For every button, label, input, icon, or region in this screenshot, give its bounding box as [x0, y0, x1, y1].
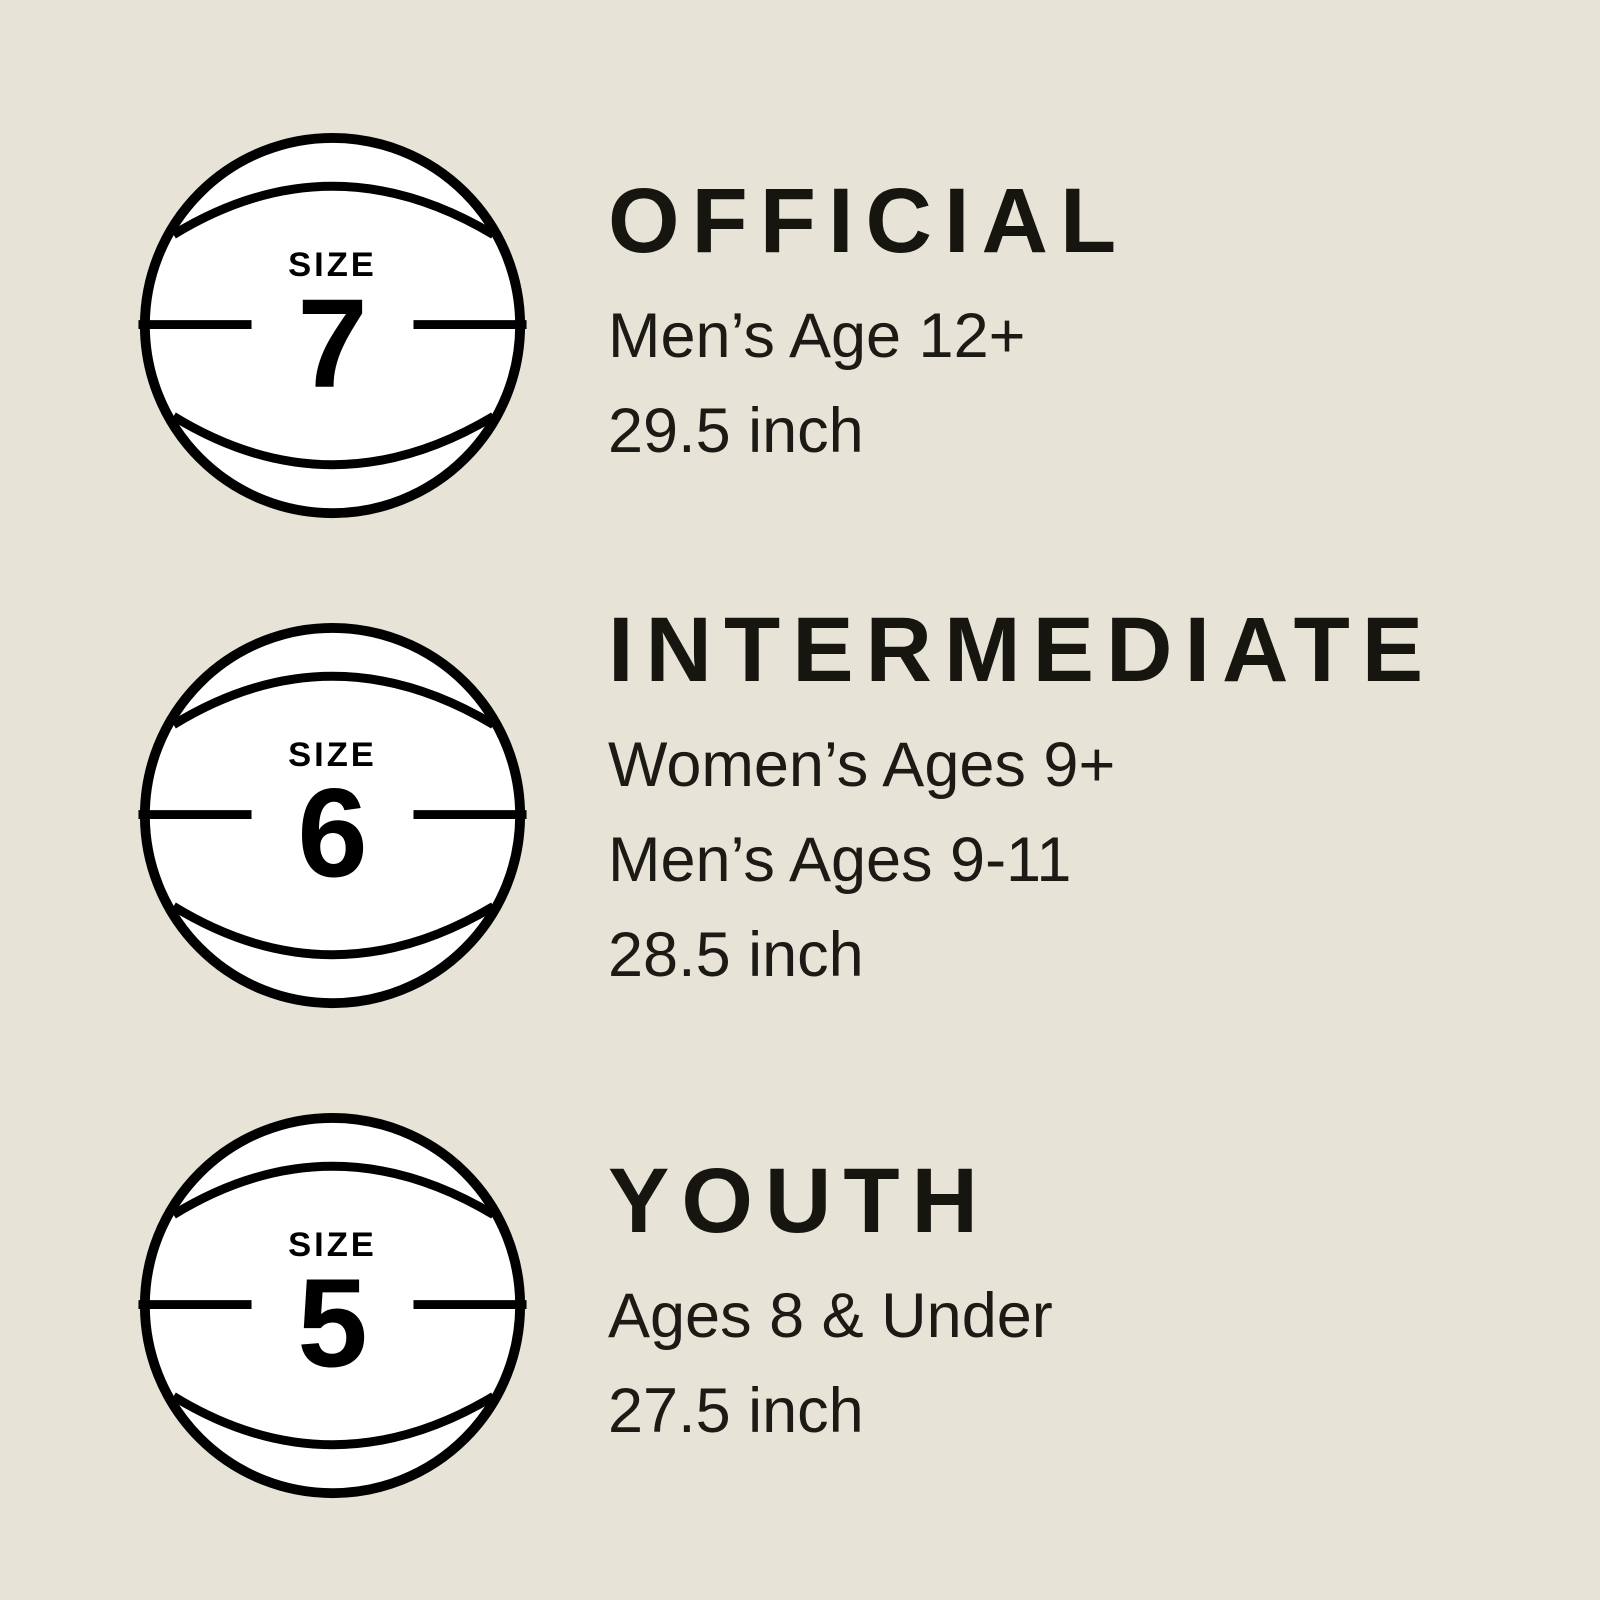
svg-text:6: 6	[297, 763, 367, 904]
svg-text:5: 5	[297, 1253, 367, 1394]
svg-text:7: 7	[297, 273, 367, 414]
